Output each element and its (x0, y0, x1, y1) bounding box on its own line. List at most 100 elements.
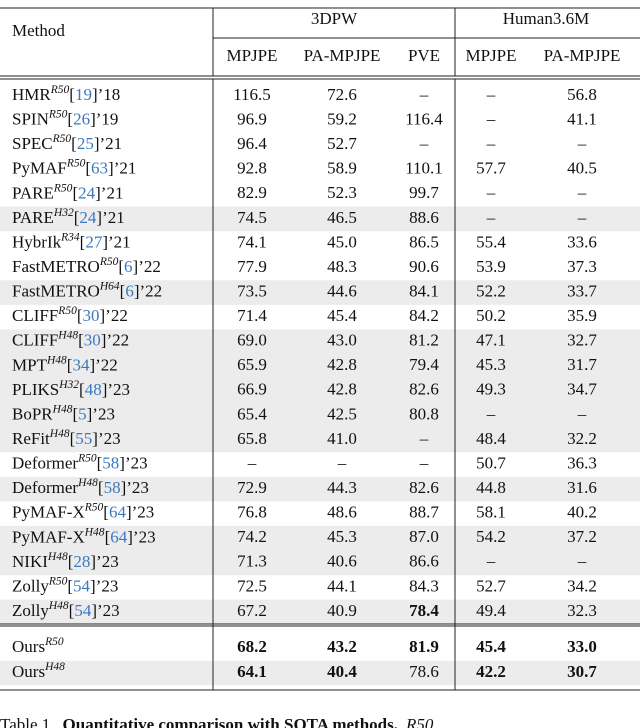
year: ’22 (106, 331, 129, 350)
cell: 69.0 (237, 331, 267, 350)
year: ’21 (102, 208, 125, 227)
cell: 40.2 (567, 503, 597, 522)
row-shade (0, 476, 640, 502)
cell: 50.2 (476, 306, 506, 325)
cell: 73.5 (237, 281, 267, 300)
method-name: HMRR50[19]’18 (12, 84, 120, 104)
backbone: H32 (58, 378, 79, 390)
caption: Table 1. Quantitative comparison with SOT… (0, 715, 434, 728)
cell: 47.1 (476, 331, 506, 350)
cell: 78.4 (409, 601, 439, 620)
year: ’21 (101, 183, 124, 202)
caption-title: Quantitative comparison with SOTA method… (63, 715, 398, 728)
cell: 58.1 (476, 503, 506, 522)
cell: – (486, 208, 496, 227)
cell: 42.8 (327, 355, 357, 374)
bracket: [ (67, 355, 73, 374)
cell: 68.2 (237, 637, 267, 656)
citation: 26 (73, 109, 90, 128)
cell: – (247, 453, 257, 472)
bracket: ] (121, 478, 127, 497)
cell: 54.2 (476, 527, 506, 546)
group-header: 3DPW (311, 9, 358, 28)
bracket: ] (96, 208, 102, 227)
cell: 84.1 (409, 281, 439, 300)
cell: – (577, 404, 587, 423)
row-shade (0, 403, 640, 428)
bracket: [ (69, 85, 75, 104)
year: ’23 (98, 429, 121, 448)
bracket: ] (119, 453, 125, 472)
year: ’22 (105, 306, 128, 325)
cell: – (486, 134, 496, 153)
cell: 74.1 (237, 232, 267, 251)
citation: 27 (85, 232, 103, 251)
group-header: Human3.6M (503, 9, 589, 28)
method-base: PARE (12, 208, 54, 227)
backbone: H48 (77, 477, 98, 489)
method-name: CLIFFH48[30]’22 (12, 329, 129, 349)
method-base: PyMAF-X (12, 503, 85, 522)
bracket: ] (134, 281, 140, 300)
cell: – (419, 134, 429, 153)
cell: – (577, 134, 587, 153)
cell: 67.2 (237, 601, 267, 620)
backbone: H48 (44, 661, 65, 673)
method-base: ReFit (12, 429, 50, 448)
cell: 86.5 (409, 232, 439, 251)
cell: 99.7 (409, 183, 439, 202)
cell: 41.0 (327, 429, 357, 448)
bracket: ] (102, 380, 108, 399)
cell: 72.9 (237, 478, 267, 497)
method-name: OursR50 (12, 636, 64, 656)
bracket: ] (102, 232, 108, 251)
cell: 88.7 (409, 503, 439, 522)
citation: 54 (74, 601, 92, 620)
method-base: PyMAF-X (12, 527, 85, 546)
citation: 54 (73, 576, 91, 595)
method-base: CLIFF (12, 306, 58, 325)
cell: 56.8 (567, 85, 597, 104)
bracket: ] (94, 134, 100, 153)
method-base: Ours (12, 637, 45, 656)
year: ’23 (107, 380, 130, 399)
citation: 58 (104, 478, 121, 497)
cell: 92.8 (237, 159, 267, 178)
cell: 82.9 (237, 183, 267, 202)
cell: 46.5 (327, 208, 357, 227)
bracket: [ (77, 306, 83, 325)
caption-rest: R50 (405, 715, 434, 728)
year: ’22 (95, 355, 118, 374)
cell: 81.9 (409, 637, 439, 656)
cell: 116.5 (233, 85, 271, 104)
backbone: R50 (57, 305, 77, 317)
column-header: PA-MPJPE (544, 46, 621, 65)
method-name: DeformerH48[58]’23 (12, 477, 149, 497)
cell: 40.4 (327, 662, 357, 681)
cell: 49.4 (476, 601, 506, 620)
cell: 45.0 (327, 232, 357, 251)
row-shade (0, 280, 640, 305)
cell: – (486, 85, 496, 104)
cell: 74.5 (237, 208, 267, 227)
column-header: PVE (408, 46, 440, 65)
bracket: [ (98, 478, 104, 497)
cell: 37.3 (567, 257, 597, 276)
method-name: PARER50[24]’21 (12, 182, 123, 202)
row-shade (0, 353, 640, 379)
method-base: HMR (12, 85, 51, 104)
cell: 30.7 (567, 662, 597, 681)
backbone: R34 (60, 231, 80, 243)
cell: 42.5 (327, 404, 357, 423)
cell: 40.5 (567, 159, 597, 178)
cell: 45.4 (327, 306, 357, 325)
row-shade (0, 378, 640, 404)
year: ’23 (132, 503, 155, 522)
bracket: [ (79, 380, 85, 399)
cell: 52.7 (476, 576, 506, 595)
year: ’21 (108, 232, 131, 251)
citation: 63 (91, 159, 108, 178)
citation: 58 (102, 453, 119, 472)
method-header: Method (12, 21, 65, 40)
